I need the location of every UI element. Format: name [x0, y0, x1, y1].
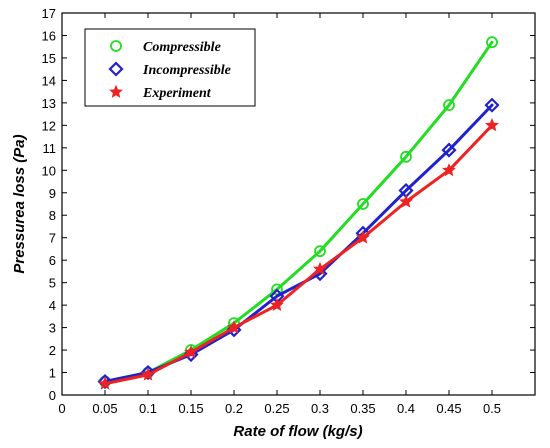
- y-tick-label: 3: [49, 321, 56, 336]
- y-tick-label: 11: [43, 141, 57, 156]
- y-tick-label: 5: [49, 276, 56, 291]
- data-point-compressible: [443, 99, 455, 112]
- x-tick-label: 0.1: [139, 401, 157, 416]
- y-tick-label: 12: [42, 118, 56, 133]
- data-point-experiment: [313, 261, 327, 276]
- x-tick-label: 0.05: [92, 401, 117, 416]
- x-tick-label: 0.2: [225, 401, 243, 416]
- legend-label-incompressible: Incompressible: [142, 63, 231, 78]
- legend-marker-incompressible: [108, 61, 124, 77]
- data-point-experiment: [399, 194, 413, 208]
- series-line-incompressible: [103, 103, 494, 384]
- data-point-compressible: [357, 198, 369, 210]
- data-point-compressible: [486, 36, 498, 49]
- y-tick-label: 15: [42, 51, 56, 66]
- legend-marker-experiment: [109, 84, 123, 98]
- data-point-experiment: [270, 297, 284, 312]
- y-tick-label: 7: [49, 231, 56, 246]
- y-tick-label: 2: [49, 343, 56, 358]
- y-axis-title: Pressurea loss (Pa): [11, 134, 28, 273]
- y-tick-label: 4: [49, 298, 56, 313]
- y-tick-label: 6: [49, 253, 56, 268]
- legend-label-experiment: Experiment: [142, 86, 212, 101]
- x-tick-label: 0.35: [350, 401, 375, 416]
- data-point-incompressible: [97, 373, 113, 390]
- y-tick-label: 16: [42, 28, 56, 43]
- series-line-compressible: [103, 40, 494, 384]
- data-point-incompressible: [140, 364, 156, 381]
- x-tick-label: 0.5: [483, 401, 501, 416]
- y-tick-label: 10: [42, 163, 56, 178]
- data-point-experiment: [184, 345, 198, 359]
- x-tick-label: 0: [58, 401, 65, 416]
- data-point-experiment: [141, 367, 155, 381]
- data-point-experiment: [442, 162, 456, 177]
- ticks-layer: 0 0.05 0.1 0.15 0.2 0.25 0.3 0.35 0.4 0.45 0.50123…: [42, 6, 535, 416]
- x-axis-title: Rate of flow (kg/s): [233, 423, 362, 440]
- legend-marker-compressible: [110, 40, 122, 52]
- y-tick-label: 17: [42, 6, 56, 21]
- y-tick-label: 14: [42, 73, 56, 88]
- x-tick-label: 0.3: [311, 401, 329, 416]
- data-point-experiment: [227, 320, 241, 334]
- y-tick-label: 13: [42, 96, 56, 111]
- x-tick-label: 0.25: [264, 401, 289, 416]
- data-point-compressible: [271, 283, 283, 296]
- data-point-compressible: [314, 245, 326, 258]
- legend-label-compressible: Compressible: [143, 40, 221, 55]
- series-line-experiment: [103, 123, 494, 386]
- x-tick-label: 0.4: [397, 401, 415, 416]
- data-point-experiment: [98, 376, 112, 390]
- data-point-experiment: [356, 230, 370, 244]
- y-tick-label: 0: [49, 388, 56, 403]
- y-tick-label: 1: [49, 366, 56, 381]
- y-tick-label: 9: [49, 186, 56, 201]
- data-point-incompressible: [441, 142, 457, 158]
- series-layer: [97, 36, 500, 390]
- legend: Compressible Incompressible Experiment: [84, 28, 256, 107]
- data-point-incompressible: [484, 97, 500, 113]
- plot-frame: [61, 12, 536, 396]
- data-point-experiment: [485, 118, 499, 132]
- y-tick-label: 8: [49, 208, 56, 223]
- x-tick-label: 0.45: [436, 401, 461, 416]
- x-tick-label: 0.15: [178, 401, 203, 416]
- data-point-compressible: [400, 150, 412, 163]
